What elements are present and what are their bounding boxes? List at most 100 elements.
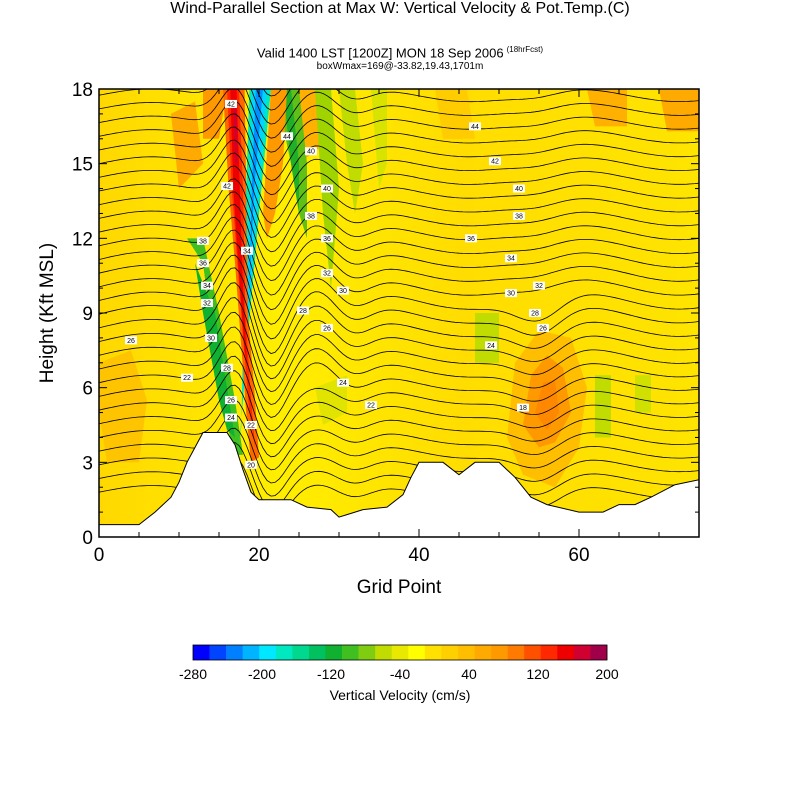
theta-contour	[99, 341, 699, 418]
contour-label: 18	[519, 405, 527, 412]
colorbar-swatch	[557, 645, 575, 660]
contour-label: 38	[199, 238, 207, 245]
theta-contour	[99, 297, 699, 380]
theta-contour	[99, 165, 699, 238]
theta-contour	[99, 89, 699, 153]
colorbar-swatch	[524, 645, 542, 660]
colorbar-swatch	[375, 645, 393, 660]
contour-label-bg	[241, 246, 253, 255]
contour-label: 26	[323, 325, 331, 332]
theta-contour	[99, 216, 699, 296]
y-tick-label: 15	[72, 155, 93, 176]
colorbar-swatch	[408, 645, 426, 660]
x-tick-label: 0	[94, 545, 105, 566]
colorbar-swatch	[491, 645, 508, 660]
broad-updraft-core	[535, 380, 559, 430]
contour-label: 34	[243, 248, 251, 255]
colorbar-swatch	[226, 645, 243, 660]
x-tick-label: 60	[568, 545, 589, 566]
y-tick-label: 3	[82, 453, 93, 474]
theta-contour	[99, 254, 699, 340]
colorbar-tick-label: 200	[595, 666, 619, 682]
contour-label-bg	[201, 281, 213, 290]
forecast-hour: (18hrFcst)	[506, 45, 544, 54]
theta-contour	[99, 100, 699, 167]
contour-label-bg	[225, 99, 237, 108]
contour-label-bg	[513, 184, 525, 193]
contour-label: 32	[535, 283, 543, 290]
contour-label: 30	[339, 288, 347, 295]
contour-label-bg	[221, 363, 233, 372]
y-tick-label: 6	[82, 379, 93, 400]
contour-label: 32	[203, 301, 211, 308]
contour-label-bg	[305, 147, 317, 156]
colorbar-label: Vertical Velocity (cm/s)	[330, 687, 471, 703]
orange-patch	[587, 89, 627, 127]
x-tick-label: 40	[408, 545, 429, 566]
y-tick-label: 12	[72, 229, 93, 250]
contour-label: 30	[507, 291, 515, 298]
contour-label-bg	[197, 236, 209, 245]
contour-label-bg	[245, 421, 257, 429]
valid-time: Valid 1400 LST [1200Z] MON 18 Sep 2006 (1…	[0, 45, 800, 60]
y-tick-label: 9	[82, 304, 93, 325]
contour-label-bg	[533, 281, 545, 290]
contour-label: 32	[323, 271, 331, 278]
colorbar: -280 -200 -120 -40 40 120 200	[179, 644, 619, 682]
copyright-mark: (C)	[607, 0, 630, 17]
contour-label: 26	[227, 398, 235, 405]
y-tick-label: 0	[82, 528, 93, 549]
theta-contour	[99, 113, 699, 181]
theta-contour	[99, 384, 699, 458]
plot-area: 42 44 40 44 42 42 40 40 38 38 38 36 36 34 36 34 32 34 32 30…	[99, 89, 699, 537]
colorbar-swatch	[540, 645, 558, 660]
theta-contour	[99, 326, 699, 405]
x-axis: 0 20 40 60	[94, 89, 700, 566]
colorbar-swatch	[391, 645, 409, 660]
colorbar-swatch	[457, 645, 475, 660]
contour-label: 26	[127, 338, 135, 345]
contour-label-bg	[365, 401, 377, 410]
colorbar-swatch	[441, 645, 459, 660]
theta-contour	[99, 355, 699, 432]
contour-label: 36	[323, 236, 331, 243]
contour-label: 42	[223, 184, 231, 191]
x-tick-label: 20	[248, 545, 269, 566]
contour-label-bg	[181, 373, 193, 382]
theta-contour	[99, 152, 699, 224]
green-band	[635, 375, 651, 413]
colorbar-tick-label: -120	[317, 666, 345, 682]
contour-label: 42	[227, 101, 235, 108]
contour-labels: 42 44 40 44 42 42 40 40 38 38 38 36 36 34 36 34 32 34 32 30…	[125, 99, 549, 469]
colorbar-tick-label: -40	[390, 666, 410, 682]
colorbar-swatch	[275, 645, 293, 660]
contour-label: 30	[207, 335, 215, 342]
green-band	[595, 375, 611, 438]
green-band	[315, 375, 347, 425]
contour-label: 34	[203, 283, 211, 290]
contour-label: 38	[307, 213, 315, 220]
colorbar-swatch	[308, 645, 326, 660]
contour-label-bg	[337, 378, 349, 387]
contour-label: 28	[531, 311, 539, 318]
colorbar-swatch	[474, 645, 492, 660]
contour-label-bg	[505, 254, 517, 263]
contour-label: 28	[223, 365, 231, 372]
contour-label: 40	[515, 186, 523, 193]
box-max-info: boxWmax=169@-33.82,19.43,1701m	[316, 61, 484, 72]
colorbar-tick-label: -200	[248, 666, 276, 682]
contour-label-bg	[205, 333, 217, 342]
theta-contour	[99, 370, 699, 445]
contour-label: 22	[183, 375, 191, 382]
contour-label: 28	[299, 308, 307, 315]
contour-label-bg	[321, 323, 333, 332]
theta-contour	[99, 178, 699, 253]
contour-label-bg	[537, 323, 549, 332]
contour-label: 38	[515, 213, 523, 220]
theta-contour	[99, 126, 699, 196]
orange-patch	[659, 89, 699, 132]
contour-label: 40	[323, 186, 331, 193]
colorbar-swatch	[292, 645, 310, 660]
